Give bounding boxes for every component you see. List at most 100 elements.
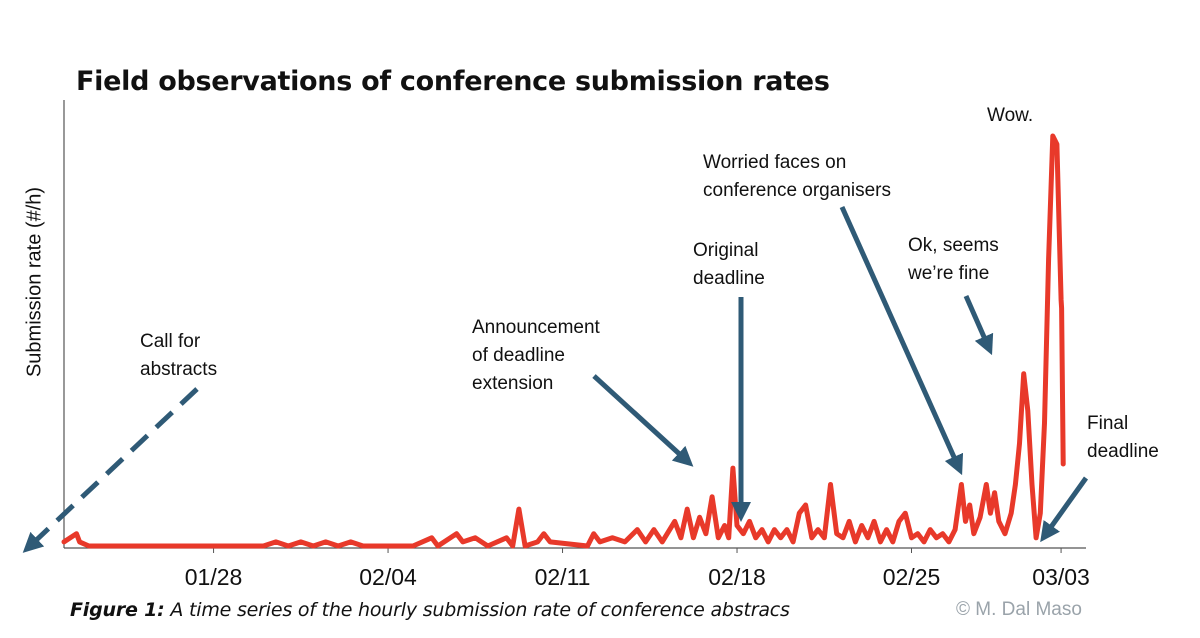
series-point bbox=[891, 540, 895, 544]
series-point bbox=[872, 519, 876, 523]
series-point bbox=[791, 540, 795, 544]
series-point bbox=[866, 536, 870, 540]
series-point bbox=[754, 536, 758, 540]
x-tick-group: 01/28 02/04 02/11 02/18 02/25 03/03 bbox=[185, 548, 1090, 590]
series-point bbox=[698, 515, 702, 519]
series-point bbox=[810, 536, 814, 540]
annotation-deadline-extension-line-1: Announcement bbox=[472, 317, 601, 338]
series-point bbox=[1034, 536, 1038, 540]
x-tick-label: 03/03 bbox=[1032, 564, 1090, 590]
series-point bbox=[988, 511, 992, 515]
worried-faces-arrow bbox=[839, 205, 964, 476]
series-point bbox=[1043, 421, 1046, 425]
series-point bbox=[922, 540, 926, 544]
series-point bbox=[1030, 483, 1034, 486]
series-point bbox=[941, 532, 945, 536]
annotation-call-for-abstracts-line-2: abstracts bbox=[140, 359, 217, 380]
annotation-deadline-extension-line-2: of deadline bbox=[472, 345, 565, 366]
series-point bbox=[785, 528, 789, 532]
series-point bbox=[741, 532, 745, 536]
annotation-worried-faces-line-2: conference organisers bbox=[703, 180, 891, 201]
annotation-original-deadline: Original deadline bbox=[693, 240, 765, 289]
series-point bbox=[835, 532, 839, 536]
series-point bbox=[685, 507, 689, 511]
series-point bbox=[972, 532, 976, 536]
series-point bbox=[822, 536, 826, 540]
series-point bbox=[652, 528, 656, 532]
series-point bbox=[964, 519, 967, 523]
series-point bbox=[1003, 532, 1007, 536]
series-point bbox=[841, 536, 845, 540]
series-point bbox=[505, 536, 508, 540]
series-point bbox=[1038, 511, 1042, 515]
annotation-seems-fine: Ok, seems we’re fine bbox=[907, 235, 1004, 284]
figure-caption-label: Figure 1: bbox=[70, 599, 165, 621]
series-point bbox=[635, 528, 639, 532]
annotation-original-deadline-line-2: deadline bbox=[693, 268, 765, 289]
series-point bbox=[1009, 511, 1013, 515]
series-point bbox=[644, 540, 648, 544]
x-tick-label: 02/04 bbox=[359, 564, 417, 590]
series-point bbox=[993, 491, 997, 495]
series-point bbox=[968, 503, 972, 507]
series-point bbox=[978, 515, 982, 519]
series-point bbox=[897, 519, 901, 523]
series-point bbox=[311, 544, 315, 548]
series-point bbox=[1013, 483, 1017, 486]
series-point-group bbox=[62, 134, 1065, 548]
series-point bbox=[1059, 298, 1063, 302]
annotation-deadline-extension-line-3: extension bbox=[472, 373, 553, 394]
series-point bbox=[860, 524, 864, 527]
series-point bbox=[1055, 142, 1059, 146]
series-point bbox=[847, 519, 851, 523]
series-point bbox=[299, 540, 303, 544]
series-point bbox=[455, 532, 459, 536]
series-point bbox=[679, 536, 683, 540]
series-point bbox=[910, 536, 913, 540]
series-point bbox=[934, 536, 938, 540]
series-point bbox=[723, 524, 727, 527]
series-point bbox=[523, 544, 527, 548]
series-point bbox=[673, 519, 677, 523]
annotation-group: Call for abstracts Announcement of deadl… bbox=[22, 105, 1159, 553]
series-point bbox=[548, 540, 552, 544]
call-for-abstracts-arrow bbox=[22, 387, 199, 553]
annotation-deadline-extension: Announcement of deadline extension bbox=[472, 317, 605, 394]
annotation-call-for-abstracts: Call for abstracts bbox=[140, 331, 217, 380]
series-line-submission-rate bbox=[61, 133, 1066, 549]
series-point bbox=[461, 540, 465, 544]
series-point bbox=[349, 540, 353, 544]
x-tick-label: 02/25 bbox=[883, 564, 941, 590]
series-point bbox=[797, 511, 801, 515]
annotation-original-deadline-line-1: Original bbox=[693, 240, 758, 261]
series-point bbox=[984, 483, 988, 486]
annotation-worried-faces-line-1: Worried faces on bbox=[703, 152, 846, 173]
series-point bbox=[598, 540, 602, 544]
annotation-worried-faces: Worried faces on conference organisers bbox=[703, 152, 891, 201]
series-point bbox=[816, 528, 820, 532]
series-point bbox=[716, 536, 720, 540]
annotation-wow: Wow. bbox=[987, 105, 1033, 126]
series-point bbox=[959, 483, 963, 486]
series-point bbox=[947, 540, 951, 544]
series-point bbox=[261, 544, 265, 548]
series-point bbox=[710, 495, 714, 499]
series-point bbox=[735, 524, 739, 527]
series-point bbox=[704, 532, 708, 536]
chart-title: Field observations of conference submiss… bbox=[76, 66, 830, 97]
series-point bbox=[878, 540, 882, 544]
figure-caption-text: A time series of the hourly submission r… bbox=[164, 599, 790, 621]
series-point bbox=[336, 544, 340, 548]
series-point bbox=[1061, 462, 1065, 466]
copyright-notice: © M. Dal Maso bbox=[956, 599, 1082, 620]
series-point bbox=[916, 532, 920, 536]
series-point bbox=[772, 528, 776, 532]
series-point bbox=[903, 511, 907, 515]
series-point bbox=[928, 528, 932, 532]
series-point bbox=[592, 532, 596, 536]
series-point bbox=[1026, 409, 1030, 413]
series-point bbox=[660, 540, 664, 544]
series-point bbox=[779, 536, 783, 540]
series-point bbox=[766, 540, 770, 544]
series-point bbox=[953, 528, 957, 532]
